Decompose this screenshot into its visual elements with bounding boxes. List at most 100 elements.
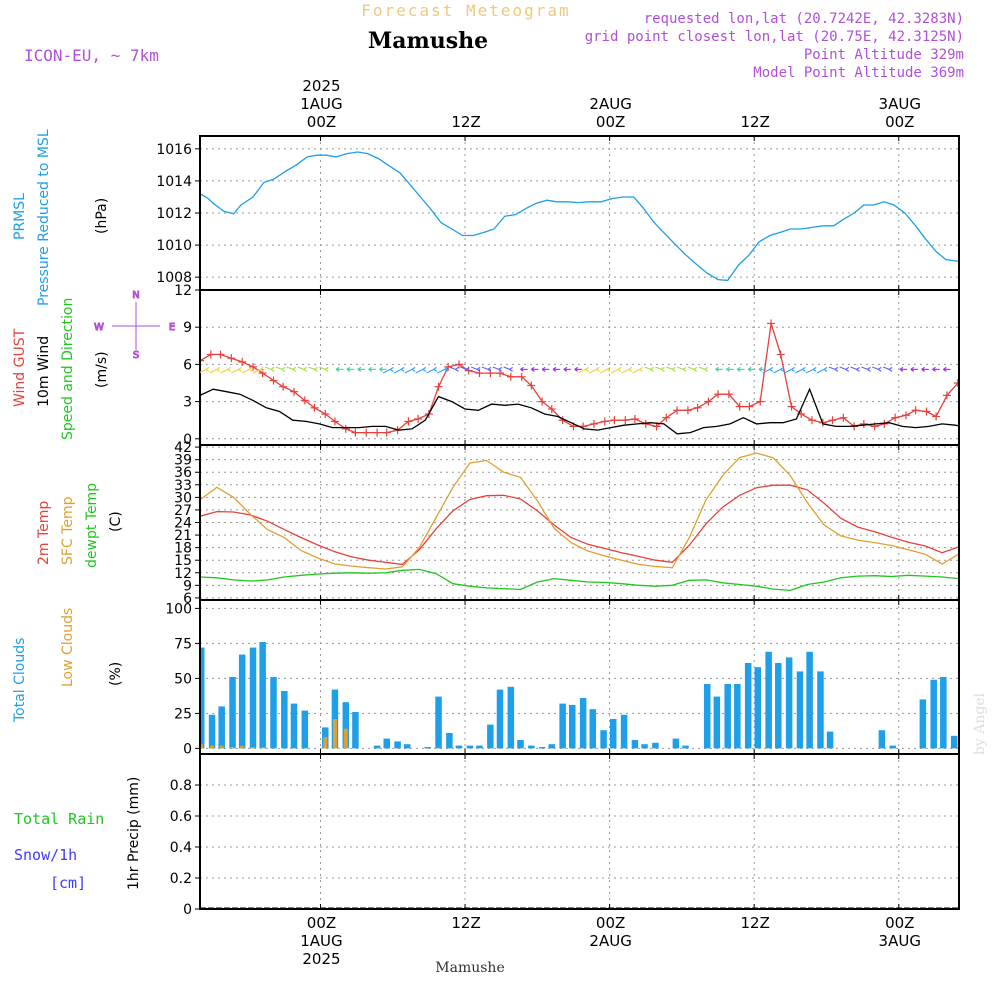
total-cloud-bar — [600, 730, 607, 749]
y-tick-label: 6 — [183, 357, 192, 373]
wind-arrow — [676, 366, 687, 372]
gust-marker — [341, 424, 350, 433]
total-cloud-bar — [559, 703, 566, 749]
gust-marker — [517, 372, 526, 381]
series-line — [200, 484, 959, 566]
wind-arrow — [839, 366, 850, 372]
wind-arrow — [481, 366, 492, 372]
y-tick-label: 0 — [183, 902, 192, 918]
gust-marker — [216, 350, 225, 359]
total-cloud-bar — [507, 686, 515, 749]
gust-marker — [600, 417, 609, 426]
wind-arrow — [252, 366, 264, 374]
gust-marker — [249, 362, 258, 371]
gust-marker — [756, 397, 765, 406]
compass-west: W — [94, 322, 104, 333]
y-tick-label: 21 — [174, 528, 192, 544]
point-altitude: Point Altitude 329m — [804, 47, 964, 63]
compass-south: S — [133, 350, 139, 361]
time-label-top: 2AUG — [589, 95, 631, 113]
total-cloud-bar — [403, 744, 411, 749]
side-labels: PRMSL Pressure Reduced to MSL (hPa) Wind… — [12, 129, 176, 892]
gust-marker — [527, 381, 536, 390]
wind-arrow — [470, 366, 481, 372]
wind-arrow — [492, 366, 503, 372]
series-line — [200, 323, 959, 434]
total-cloud-bar — [652, 742, 659, 749]
total-cloud-bar — [878, 730, 886, 749]
wind-gust-label: Wind GUST — [12, 328, 28, 407]
low-cloud-bar — [323, 737, 328, 749]
gust-marker — [985, 323, 993, 331]
y-tick-label: 1012 — [156, 206, 192, 222]
time-label-top: 12Z — [451, 113, 480, 131]
total-cloud-bar — [754, 667, 762, 749]
wind-arrow — [541, 366, 550, 372]
gust-marker — [621, 416, 630, 425]
wind-arrow — [346, 366, 355, 372]
series-line — [200, 151, 959, 282]
total-cloud-bar — [455, 745, 463, 749]
total-cloud-bar — [290, 703, 298, 749]
wind-arrow — [599, 366, 611, 374]
total-cloud-bar — [589, 709, 597, 749]
total-cloud-bar — [352, 712, 359, 749]
y-tick-label: 0.4 — [170, 840, 192, 856]
wind-arrow — [335, 366, 344, 372]
gust-marker — [434, 382, 443, 391]
wind-arrow — [379, 366, 387, 372]
total-cloud-bar — [208, 714, 216, 749]
wind-arrow — [644, 366, 654, 372]
wind-arrow — [200, 366, 210, 373]
total-cloud-bar — [940, 677, 947, 749]
total-cloud-bar — [548, 744, 556, 749]
gust-marker — [953, 379, 959, 387]
y-tick-label: 0.8 — [170, 778, 192, 794]
wind-arrow — [357, 366, 366, 372]
total-cloud-bar — [609, 719, 617, 749]
wind-unit: (m/s) — [94, 351, 110, 388]
total-cloud-bar — [734, 684, 741, 749]
gust-marker — [683, 406, 692, 415]
gust-marker — [745, 402, 754, 411]
compass-north: N — [132, 290, 139, 301]
plot-area-wind — [200, 319, 993, 437]
gust-marker — [538, 397, 547, 406]
gust-marker — [776, 350, 785, 359]
time-label-bottom: 12Z — [741, 914, 770, 932]
y-tick-label: 12 — [174, 566, 192, 582]
low-cloud-bar — [251, 747, 256, 749]
y-tick-label: 39 — [174, 453, 192, 469]
panels: 1008101010121014101603691269121518212427… — [156, 135, 993, 918]
total-cloud-bar — [724, 684, 731, 749]
total-cloud-bar — [631, 740, 639, 749]
plot-area-temperature — [200, 452, 959, 592]
gust-marker — [630, 414, 639, 423]
wind-direction-label: Speed and Direction — [60, 298, 76, 440]
wind-arrow — [286, 366, 297, 372]
total-cloud-bar — [301, 710, 309, 749]
time-axis-bottom: 00Z1AUG202512Z00Z2AUG12Z00Z3AUG12Z — [300, 914, 921, 968]
clouds-unit: (%) — [108, 662, 124, 686]
panel-clouds: 0 25 50 75 100 — [165, 599, 960, 757]
y-tick-label: 1016 — [156, 142, 192, 158]
total-cloud-bar — [785, 657, 793, 749]
time-label-bottom: 1AUG — [300, 932, 342, 950]
wind-arrow — [588, 366, 600, 374]
wind-arrow — [426, 366, 438, 374]
y-tick-label: 30 — [174, 490, 192, 506]
gust-marker — [922, 407, 931, 416]
total-cloud-bar — [889, 745, 896, 749]
wind-arrow — [899, 366, 908, 372]
wind-arrow — [297, 366, 307, 372]
wind-arrow — [382, 366, 394, 374]
wind-arrow — [784, 366, 795, 374]
y-tick-label: 25 — [174, 706, 192, 722]
gust-marker — [735, 402, 744, 411]
wind-10m-label: 10m Wind — [36, 336, 52, 407]
y-tick-label: 6 — [183, 591, 192, 607]
y-tick-label: 42 — [174, 440, 192, 456]
total-cloud-bar — [435, 696, 442, 749]
gust-marker — [362, 428, 371, 437]
